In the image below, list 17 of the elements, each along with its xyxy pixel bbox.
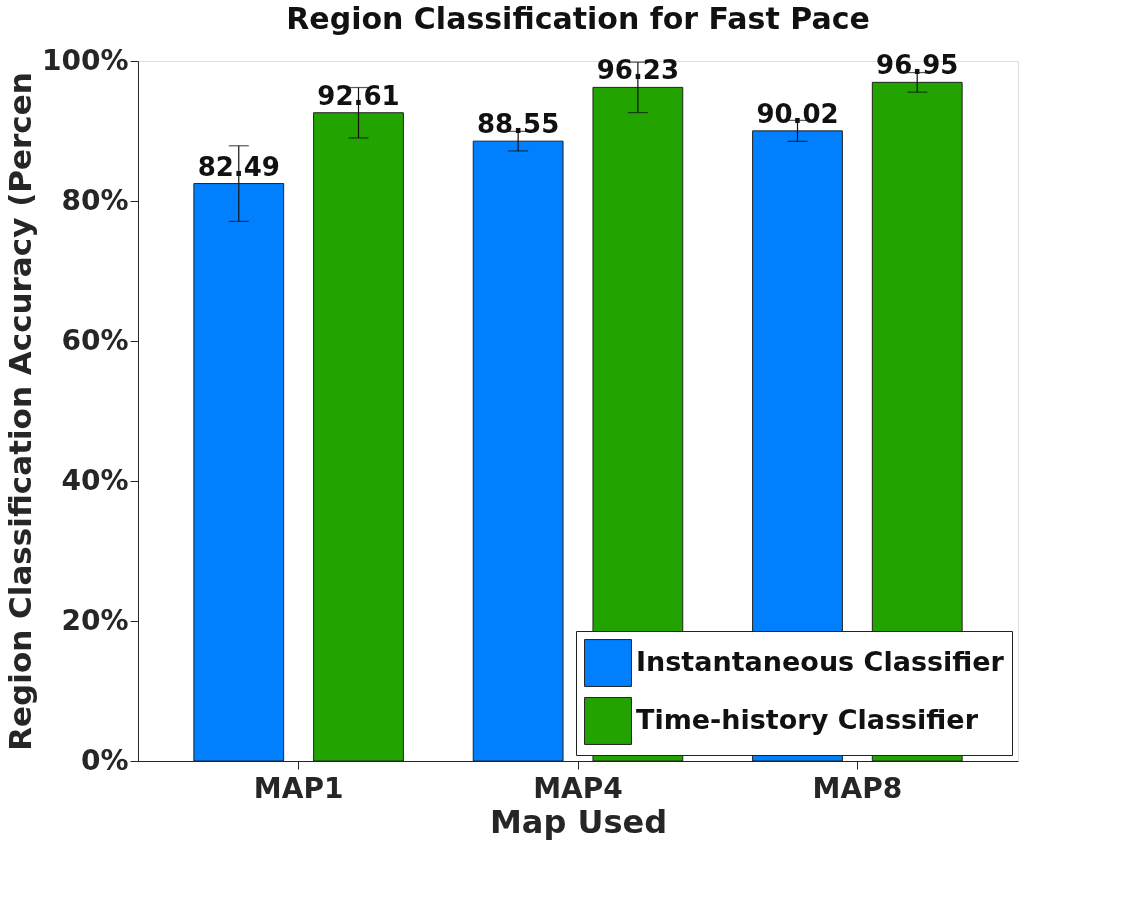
legend-label: Time-history Classifier	[636, 704, 979, 735]
y-tick-label: 60%	[61, 323, 129, 357]
y-tick-label: 100%	[41, 43, 129, 77]
data-label: 96.95	[876, 50, 959, 81]
x-tick-label: MAP8	[812, 771, 903, 805]
x-axis-title: Map Used	[489, 802, 668, 841]
x-tick-label: MAP1	[253, 771, 344, 805]
y-tick-label: 20%	[61, 603, 129, 637]
x-tick-label: MAP4	[533, 771, 623, 805]
y-axis-title: Region Classification Accuracy (Percen	[2, 72, 38, 751]
y-tick-label: 80%	[61, 183, 129, 217]
data-label: 88.55	[477, 109, 560, 140]
y-tick-label: 40%	[61, 463, 129, 497]
legend-label: Instantaneous Classifier	[636, 646, 1005, 677]
y-tick-label: 0%	[80, 743, 129, 777]
data-label: 90.02	[756, 98, 839, 129]
chart-title: Region Classification for Fast Pace	[286, 1, 870, 36]
